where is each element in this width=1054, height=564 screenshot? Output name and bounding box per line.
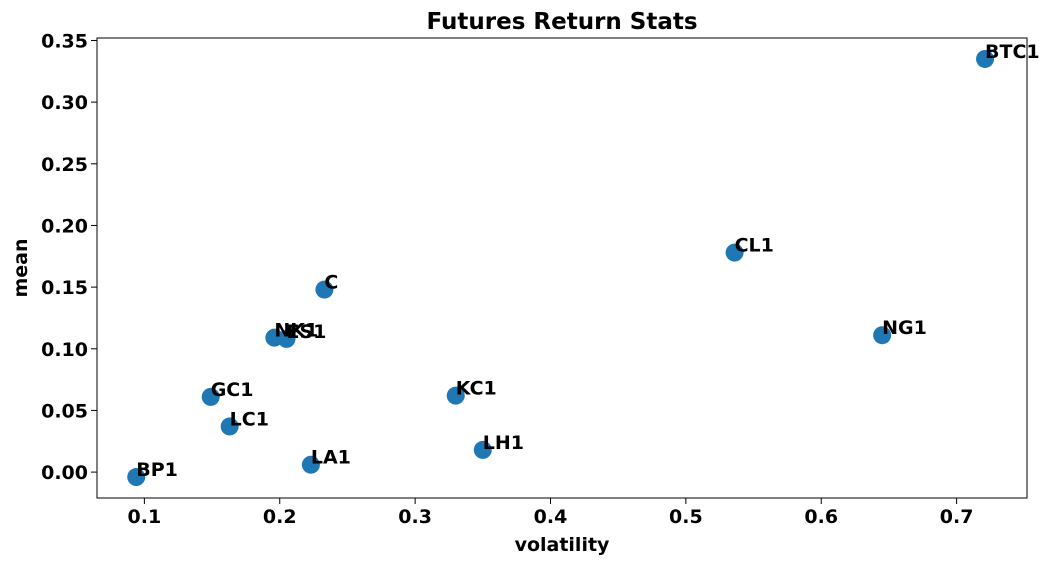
x-tick-label: 0.7 [940,506,974,528]
plot-area [96,37,1028,499]
y-tick-label: 0.35 [41,30,88,52]
y-tick-label: 0.10 [41,339,88,361]
x-axis: 0.1 0.2 0.3 0.4 0.5 0.6 0.7 [128,498,974,528]
y-axis-label: mean [10,238,32,297]
point-label: C [324,272,338,294]
y-tick-label: 0.05 [41,400,88,422]
y-tick-label: 0.25 [41,154,88,176]
point-label: LC1 [230,408,269,430]
x-tick-label: 0.1 [128,506,162,528]
y-tick-label: 0.00 [41,462,88,484]
x-axis-label: volatility [515,534,610,556]
y-tick-label: 0.15 [41,277,88,299]
data-point [127,468,146,487]
point-label: CL1 [735,235,774,257]
point-label: KC1 [456,378,497,400]
data-point [220,417,239,436]
y-axis: 0.00 0.05 0.10 0.15 0.20 0.25 0.30 0.35 [41,30,97,484]
data-point [976,49,995,68]
point-label: NG1 [882,317,927,339]
x-tick-label: 0.6 [804,506,838,528]
x-tick-label: 0.4 [534,506,568,528]
data-point [201,387,220,406]
point-label: LA1 [311,447,351,469]
data-point [277,329,296,348]
point-label: GC1 [211,379,254,401]
point-label: BP1 [136,459,178,481]
point-label: BTC1 [985,41,1040,63]
data-point [446,386,465,405]
data-point [873,326,892,345]
data-point [315,280,334,299]
y-tick-label: 0.30 [41,92,88,114]
point-label: NK1 [274,320,318,342]
x-tick-label: 0.2 [263,506,297,528]
chart-title: Futures Return Stats [426,9,697,35]
data-point [301,455,320,474]
point-label: ES1 [287,321,327,343]
data-point [725,243,744,262]
x-tick-label: 0.3 [398,506,432,528]
data-point [473,440,492,459]
point-label: LH1 [483,432,524,454]
x-tick-label: 0.5 [669,506,703,528]
y-tick-label: 0.20 [41,215,88,237]
